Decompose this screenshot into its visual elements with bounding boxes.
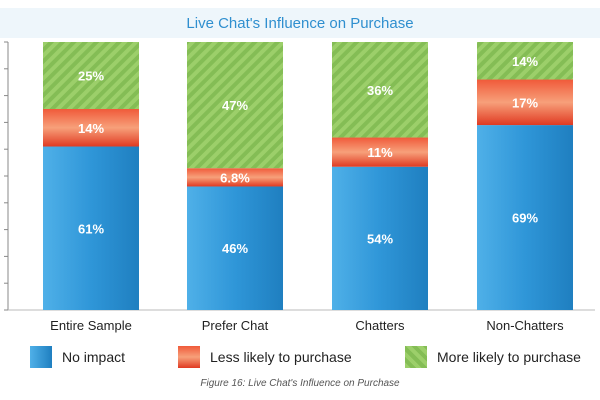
- legend-item-more-likely: More likely to purchase: [405, 343, 581, 371]
- data-label: 36%: [367, 83, 393, 98]
- bar-segment-less-likely: [187, 168, 283, 187]
- data-label: 6.8%: [220, 170, 250, 185]
- data-label: 14%: [512, 54, 538, 69]
- legend: No impact Less likely to purchase More l…: [0, 343, 600, 371]
- bar-segment-no-impact: [187, 186, 283, 310]
- category-label: Entire Sample: [50, 318, 132, 333]
- data-label: 25%: [78, 69, 104, 84]
- legend-item-less-likely: Less likely to purchase: [178, 343, 352, 371]
- data-label: 46%: [222, 241, 248, 256]
- legend-label: No impact: [62, 349, 126, 365]
- figure-caption: Figure 16: Live Chat's Influence on Purc…: [200, 378, 400, 389]
- data-label: 11%: [367, 145, 393, 160]
- legend-swatch-green: [405, 346, 427, 368]
- legend-swatch-red: [178, 346, 200, 368]
- chart-title: Live Chat's Influence on Purchase: [186, 15, 414, 32]
- data-label: 14%: [78, 121, 104, 136]
- bar-segment-more-likely: [187, 42, 283, 169]
- bar-segment-no-impact: [43, 146, 139, 310]
- legend-label: Less likely to purchase: [210, 349, 352, 365]
- legend-label: More likely to purchase: [437, 349, 581, 365]
- category-label: Non-Chatters: [486, 318, 564, 333]
- legend-swatch-blue: [30, 346, 52, 368]
- bar-segment-less-likely: [332, 137, 428, 167]
- data-label: 17%: [512, 95, 538, 110]
- bar-segment-less-likely: [477, 79, 573, 126]
- bar-segment-more-likely: [332, 42, 428, 138]
- category-label: Chatters: [355, 318, 405, 333]
- category-label: Prefer Chat: [202, 318, 269, 333]
- bar-segment-no-impact: [477, 125, 573, 310]
- legend-item-no-impact: No impact: [30, 343, 125, 371]
- bar-segment-no-impact: [332, 166, 428, 310]
- data-label: 69%: [512, 211, 538, 226]
- data-label: 47%: [222, 98, 248, 113]
- bar-segment-more-likely: [477, 42, 573, 80]
- data-label: 54%: [367, 231, 393, 246]
- title-band: [0, 8, 600, 38]
- bar-segment-more-likely: [43, 42, 139, 109]
- stacked-bar-chart: 61% 14% 25% Entire Sample 46% 6.8% 47% Prefer C…: [4, 41, 595, 333]
- data-label: 61%: [78, 221, 104, 236]
- bar-segment-less-likely: [43, 109, 139, 147]
